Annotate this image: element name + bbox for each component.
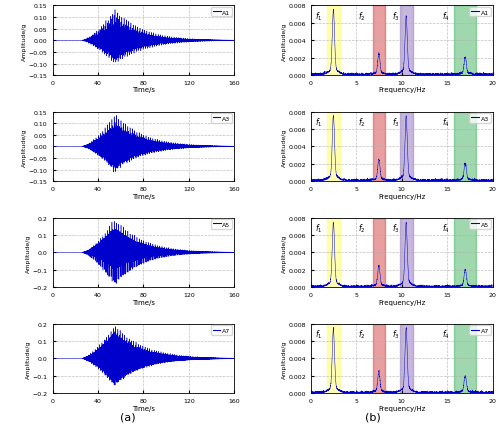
Text: $f_4$: $f_4$: [442, 222, 450, 235]
Text: $f_3$: $f_3$: [392, 222, 400, 235]
X-axis label: Frequency/Hz: Frequency/Hz: [378, 193, 426, 199]
Bar: [454, 324, 476, 393]
Text: (b): (b): [364, 411, 380, 421]
Bar: [454, 112, 476, 182]
X-axis label: Frequency/Hz: Frequency/Hz: [378, 299, 426, 305]
Bar: [372, 218, 385, 288]
Text: $f_2$: $f_2$: [358, 222, 366, 235]
Text: $f_2$: $f_2$: [358, 328, 366, 341]
Bar: [327, 218, 340, 288]
X-axis label: Frequency/Hz: Frequency/Hz: [378, 87, 426, 93]
Bar: [372, 6, 385, 76]
Legend: A3: A3: [211, 114, 233, 123]
Y-axis label: Amplitude/g: Amplitude/g: [282, 128, 287, 166]
Text: $f_2$: $f_2$: [358, 11, 366, 23]
Bar: [372, 324, 385, 393]
Legend: A5: A5: [470, 220, 490, 229]
Text: (a): (a): [120, 411, 136, 421]
Bar: [454, 6, 476, 76]
Bar: [400, 218, 412, 288]
Text: $f_3$: $f_3$: [392, 328, 400, 341]
Text: $f_3$: $f_3$: [392, 117, 400, 129]
Y-axis label: Amplitude/g: Amplitude/g: [282, 340, 287, 378]
Y-axis label: Amplitude/g: Amplitude/g: [26, 234, 31, 272]
X-axis label: Time/s: Time/s: [132, 193, 155, 199]
Y-axis label: Amplitude/g: Amplitude/g: [282, 234, 287, 272]
Y-axis label: Amplitude/g: Amplitude/g: [22, 22, 28, 60]
Y-axis label: Amplitude/g: Amplitude/g: [26, 340, 31, 378]
X-axis label: Frequency/Hz: Frequency/Hz: [378, 405, 426, 411]
Text: $f_1$: $f_1$: [315, 117, 323, 129]
Text: $f_4$: $f_4$: [442, 328, 450, 341]
Legend: A1: A1: [211, 8, 233, 18]
Bar: [454, 218, 476, 288]
Legend: A7: A7: [469, 326, 490, 335]
X-axis label: Time/s: Time/s: [132, 87, 155, 93]
Bar: [327, 6, 340, 76]
Text: $f_1$: $f_1$: [315, 11, 323, 23]
Text: $f_1$: $f_1$: [315, 328, 323, 341]
Text: $f_2$: $f_2$: [358, 117, 366, 129]
Text: $f_3$: $f_3$: [392, 11, 400, 23]
Bar: [400, 6, 412, 76]
Bar: [327, 112, 340, 182]
X-axis label: Time/s: Time/s: [132, 299, 155, 305]
Text: $f_4$: $f_4$: [442, 117, 450, 129]
Bar: [327, 324, 340, 393]
Bar: [400, 324, 412, 393]
Legend: A3: A3: [469, 114, 490, 123]
Text: $f_1$: $f_1$: [315, 222, 323, 235]
Bar: [372, 112, 385, 182]
X-axis label: Time/s: Time/s: [132, 405, 155, 411]
Bar: [400, 112, 412, 182]
Text: $f_4$: $f_4$: [442, 11, 450, 23]
Y-axis label: Amplitude/g: Amplitude/g: [22, 128, 28, 166]
Legend: A7: A7: [211, 326, 233, 335]
Legend: A1: A1: [470, 8, 490, 18]
Y-axis label: Amplitude/g: Amplitude/g: [282, 22, 287, 60]
Legend: A5: A5: [211, 220, 233, 229]
